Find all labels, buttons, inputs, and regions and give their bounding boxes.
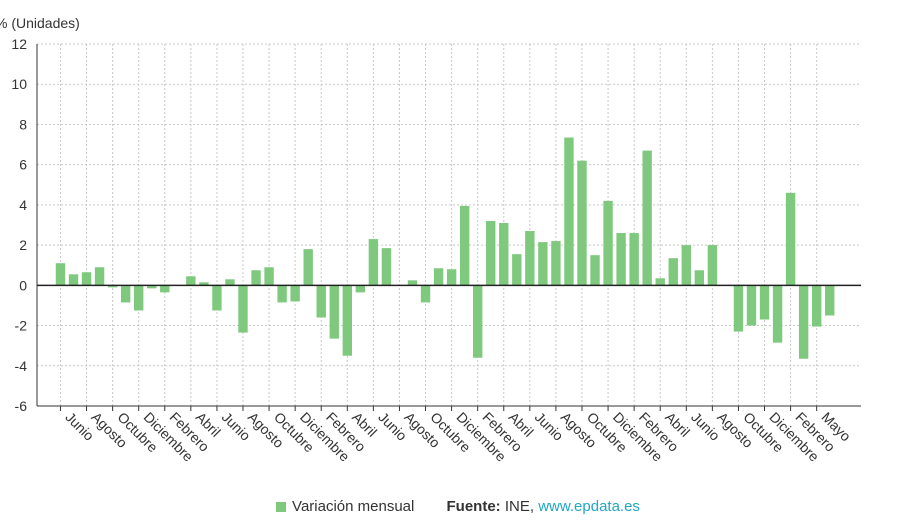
x-tick-labels: JunioAgostoOctubreDiciembreFebreroAbrilJ… [62,409,854,465]
bar [825,285,835,316]
bar [160,285,170,293]
bar [446,269,457,286]
y-tick-label: 4 [19,197,27,213]
bar [525,231,535,286]
bar [420,285,431,303]
bar [746,285,757,326]
source-key: Fuente: [446,498,501,515]
bar [433,268,444,286]
y-tick-label: 10 [11,76,27,92]
gridlines [37,43,861,407]
bar [303,249,313,286]
bar [759,285,770,320]
x-tick-label: Junio [532,409,567,444]
bar [811,285,822,327]
bar [538,242,548,286]
bar [264,267,274,286]
bar [120,285,131,303]
bar [512,254,522,286]
bar [407,280,418,286]
bar [134,285,144,311]
bar [486,220,496,286]
bar [499,222,509,286]
x-tick-label: Junio [688,409,723,444]
bar [147,285,157,289]
bar [381,248,392,286]
bar [629,233,639,286]
bar [212,285,222,311]
bar [551,241,561,286]
bar [277,285,287,303]
bar [798,285,809,359]
bar [642,150,652,286]
bar [107,285,118,288]
legend-series-label: Variación mensual [292,498,415,515]
bar [186,276,196,286]
y-tick-label: 8 [19,116,27,132]
axes [36,44,861,411]
source-link[interactable]: www.epdata.es [538,498,640,515]
bar [472,285,483,358]
y-tick-label: -4 [15,358,28,374]
x-tick-label: Junio [62,409,97,444]
y-tick-label: 2 [19,237,27,253]
bar [225,279,235,286]
legend-swatch [276,502,287,512]
bar [577,160,587,286]
y-tick-labels: -6 -4 -2 0 2 4 6 8 10 12 [11,36,27,414]
y-tick-label: -6 [15,398,28,414]
bar [590,255,600,286]
bar [564,137,574,286]
x-tick-label: Junio [375,409,410,444]
y-axis-label: % (Unidades) [0,15,80,31]
bar [603,200,613,286]
bar [368,239,379,286]
bar [694,270,705,286]
source-text: INE, [500,498,539,515]
bar [616,233,626,286]
bar [251,270,261,286]
y-tick-label: 0 [19,277,27,293]
bar [329,285,339,339]
bar [785,192,796,286]
bar [668,258,678,286]
y-tick-label: -2 [15,318,28,334]
bar [290,285,300,302]
legend: Variación mensual Fuente: INE, www.epdat… [0,498,916,515]
bar [238,285,248,333]
y-tick-label: 12 [11,36,27,52]
bar [199,282,209,286]
bar [55,263,66,286]
bar [459,205,470,286]
bar [772,285,783,343]
bar [733,285,744,332]
bar [68,274,79,286]
bar [355,285,366,293]
bar [342,285,352,356]
bar [707,245,718,286]
y-tick-label: 6 [19,157,27,173]
source-credit: Fuente: INE, www.epdata.es [447,498,640,515]
bar [655,278,665,286]
bar [681,245,691,286]
bars [55,137,835,359]
bar [94,267,105,286]
bar [81,272,92,286]
x-tick-label: Junio [219,409,254,444]
bar [316,285,326,318]
